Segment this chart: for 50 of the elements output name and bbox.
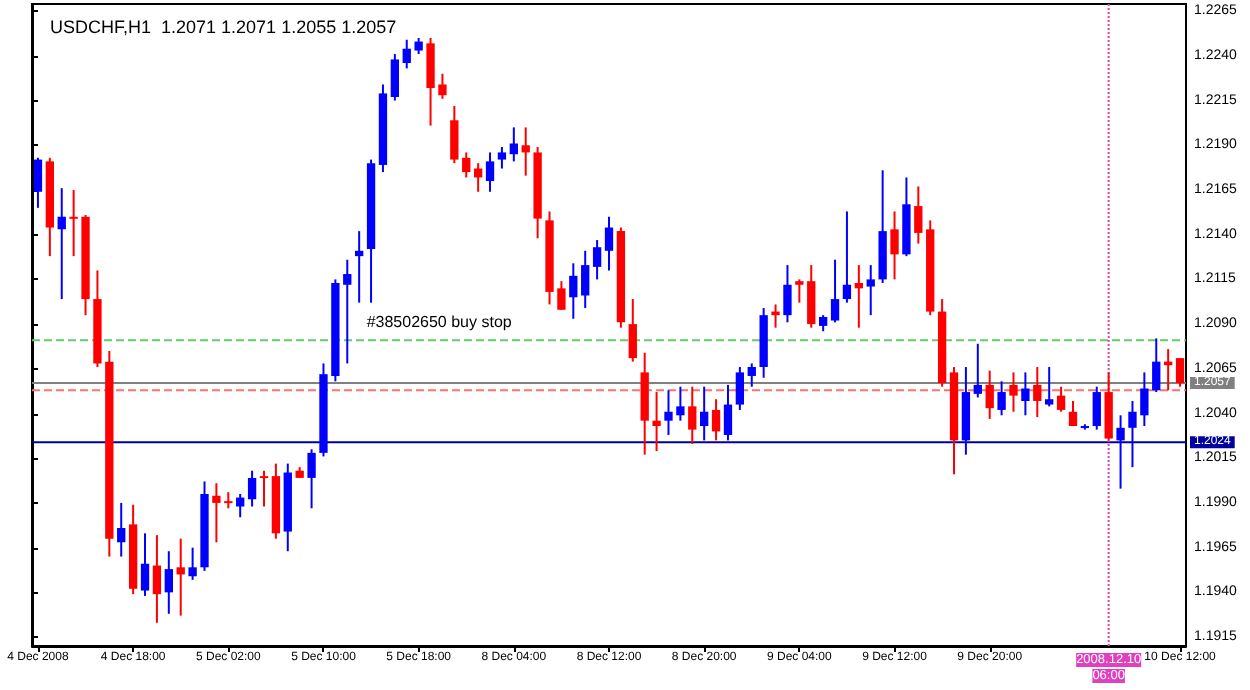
candlestick xyxy=(997,380,1006,417)
candlestick xyxy=(783,264,792,324)
candlestick xyxy=(188,546,197,581)
candlestick xyxy=(985,369,994,420)
candlestick xyxy=(57,187,66,301)
candlestick xyxy=(973,342,982,399)
candlestick xyxy=(152,534,162,624)
candlestick xyxy=(247,469,257,508)
candlestick xyxy=(307,448,316,510)
candlestick xyxy=(1021,371,1030,417)
candlestick xyxy=(1104,371,1113,442)
candlestick xyxy=(771,303,780,329)
candlestick xyxy=(592,239,602,281)
candlestick xyxy=(140,532,150,597)
candlestick xyxy=(497,146,507,170)
candlestick xyxy=(866,264,875,317)
candlestick xyxy=(914,185,923,245)
text: USDCHF,H1 1.2071 1.2071 1.2055 1.2057 xyxy=(50,17,397,37)
candlestick xyxy=(723,383,733,442)
candlestick xyxy=(569,262,578,320)
candlestick xyxy=(890,210,899,281)
candlestick xyxy=(176,537,185,617)
candlestick xyxy=(117,501,126,558)
candlestick xyxy=(628,298,637,363)
candlestick xyxy=(842,210,852,304)
candlestick xyxy=(688,385,697,445)
candlestick xyxy=(711,398,721,442)
candlestick xyxy=(509,126,518,163)
candlestick xyxy=(1045,366,1054,408)
candlestick xyxy=(1116,414,1125,490)
candlestick xyxy=(604,215,614,272)
candlestick xyxy=(1175,357,1185,388)
candlestick xyxy=(700,385,709,442)
candlestick xyxy=(581,249,590,310)
candlestick xyxy=(1068,400,1078,428)
candlestick xyxy=(1092,385,1101,431)
ref-line-label: #38502650 buy stop xyxy=(366,313,513,332)
candlestick xyxy=(390,53,400,102)
candlestick xyxy=(830,258,840,324)
candlestick xyxy=(1033,366,1042,419)
candlestick xyxy=(652,391,661,453)
candlestick xyxy=(164,550,173,615)
candlestick xyxy=(1009,371,1018,413)
candlestick xyxy=(521,126,530,177)
candlestick xyxy=(236,492,245,519)
candlestick xyxy=(747,362,756,388)
candlestick xyxy=(1056,385,1066,413)
candlestick xyxy=(259,469,269,508)
candlestick xyxy=(735,366,745,411)
candlestick xyxy=(485,151,495,193)
